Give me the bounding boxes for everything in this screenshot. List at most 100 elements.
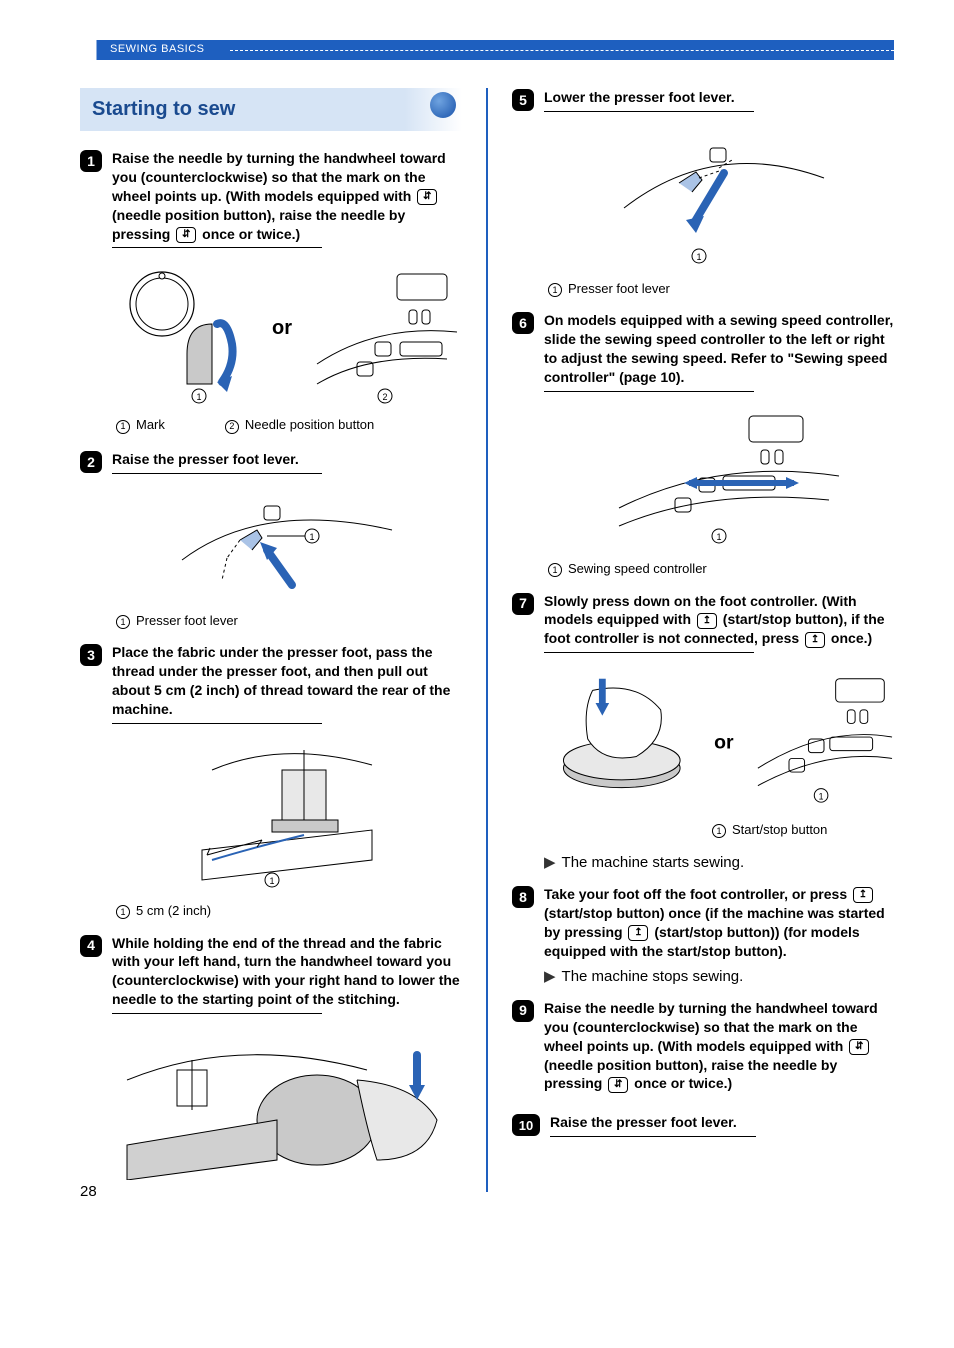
step-number-badge: 7 [512, 593, 534, 615]
needle-position-icon: ⇵ [417, 189, 437, 205]
step-body: Raise the needle by turning the handwhee… [544, 999, 894, 1093]
step-1: 1 Raise the needle by turning the handwh… [80, 149, 462, 256]
figure-step-5: 1 [544, 128, 894, 268]
step-text: Lower the presser foot lever. [544, 89, 735, 105]
manual-page: SEWING BASICS Starting to sew 1 Raise th… [0, 0, 954, 1222]
step-9: 9 Raise the needle by turning the handwh… [512, 999, 894, 1093]
step-body: On models equipped with a sewing speed c… [544, 311, 894, 400]
step-number-badge: 5 [512, 89, 534, 111]
result-arrow-icon: ▶ [544, 853, 556, 873]
step-body: Take your foot off the foot controller, … [544, 885, 894, 961]
two-column-layout: Starting to sew 1 Raise the needle by tu… [80, 88, 894, 1192]
start-stop-icon: ↥ [628, 925, 648, 941]
step-number-badge: 8 [512, 886, 534, 908]
step-text: Slowly press down on the foot controller… [544, 593, 885, 647]
result-line: ▶ The machine starts sewing. [544, 853, 894, 873]
step-divider [544, 111, 754, 112]
step-number-badge: 10 [512, 1114, 540, 1136]
step-text: Raise the presser foot lever. [112, 451, 299, 467]
svg-text:or: or [714, 732, 734, 754]
step-number-badge: 9 [512, 1000, 534, 1022]
figure-2-captions: 1Presser foot lever [116, 612, 462, 630]
step-text: Raise the needle by turning the handwhee… [544, 1000, 878, 1092]
figure-3-captions: 15 cm (2 inch) [116, 902, 462, 920]
step-6: 6 On models equipped with a sewing speed… [512, 311, 894, 400]
step-divider [112, 247, 322, 248]
figure-step-1: or 1 2 [112, 264, 462, 404]
step-body: Lower the presser foot lever. [544, 88, 894, 120]
step-text: Take your foot off the foot controller, … [544, 886, 885, 959]
header-dashed-line [230, 50, 894, 51]
figure-1-captions: 1Mark 2Needle position button [116, 416, 462, 436]
caption-line: 2Needle position button [225, 416, 374, 434]
figure-step-6: 1 [544, 408, 894, 548]
step-divider [112, 1013, 322, 1014]
step-text: Raise the presser foot lever. [550, 1114, 737, 1130]
step-divider [550, 1136, 756, 1137]
svg-text:1: 1 [269, 876, 274, 886]
figure-step-7: or 1 [544, 669, 894, 809]
header-bar: SEWING BASICS [80, 40, 894, 60]
needle-position-icon: ⇵ [849, 1039, 869, 1055]
caption-line: 15 cm (2 inch) [116, 902, 462, 920]
step-text: Raise the needle by turning the handwhee… [112, 150, 446, 242]
step-8: 8 Take your foot off the foot controller… [512, 885, 894, 961]
section-title: Starting to sew [92, 96, 450, 123]
svg-text:1: 1 [716, 532, 721, 542]
step-10: 10 Raise the presser foot lever. [512, 1113, 894, 1145]
section-title-wrap: Starting to sew [80, 88, 462, 131]
figure-step-2: 1 [112, 490, 462, 600]
svg-text:1: 1 [696, 252, 701, 262]
result-line: ▶ The machine stops sewing. [544, 967, 894, 987]
result-text: The machine starts sewing. [562, 853, 745, 873]
result-text: The machine stops sewing. [562, 967, 744, 987]
svg-text:2: 2 [382, 392, 387, 402]
step-2: 2 Raise the presser foot lever. [80, 450, 462, 482]
figure-5-captions: 1Presser foot lever [548, 280, 894, 298]
figure-7-captions: 1Start/stop button [712, 821, 894, 839]
step-body: Place the fabric under the presser foot,… [112, 643, 462, 732]
step-4: 4 While holding the end of the thread an… [80, 934, 462, 1023]
svg-text:1: 1 [196, 392, 201, 402]
result-arrow-icon: ▶ [544, 967, 556, 987]
step-7: 7 Slowly press down on the foot controll… [512, 592, 894, 662]
step-number-badge: 1 [80, 150, 102, 172]
step-3: 3 Place the fabric under the presser foo… [80, 643, 462, 732]
caption-line: 1Sewing speed controller [548, 560, 894, 578]
step-divider [544, 652, 754, 653]
svg-text:or: or [272, 317, 292, 339]
step-divider [544, 391, 754, 392]
right-column: 5 Lower the presser foot lever. 1 [512, 88, 894, 1192]
step-number-badge: 6 [512, 312, 534, 334]
step-body: Slowly press down on the foot controller… [544, 592, 894, 662]
step-text: While holding the end of the thread and … [112, 935, 460, 1008]
caption-line: 1Start/stop button [712, 821, 894, 839]
step-text: On models equipped with a sewing speed c… [544, 312, 893, 385]
step-number-badge: 3 [80, 644, 102, 666]
step-body: Raise the presser foot lever. [550, 1113, 894, 1145]
start-stop-icon: ↥ [853, 887, 873, 903]
page-number: 28 [80, 1182, 97, 1202]
left-column: Starting to sew 1 Raise the needle by tu… [80, 88, 462, 1192]
caption-line: 1Presser foot lever [548, 280, 894, 298]
step-divider [112, 723, 322, 724]
step-body: Raise the presser foot lever. [112, 450, 462, 482]
step-divider [112, 473, 322, 474]
needle-position-icon: ⇵ [176, 227, 196, 243]
svg-text:1: 1 [309, 532, 314, 542]
step-body: Raise the needle by turning the handwhee… [112, 149, 462, 256]
figure-step-3: 1 [112, 740, 462, 890]
column-divider [486, 88, 488, 1192]
step-number-badge: 4 [80, 935, 102, 957]
step-text: Place the fabric under the presser foot,… [112, 644, 450, 717]
step-number-badge: 2 [80, 451, 102, 473]
svg-text:1: 1 [819, 791, 824, 801]
step-5: 5 Lower the presser foot lever. [512, 88, 894, 120]
caption-line: 1Mark [116, 416, 165, 434]
start-stop-icon: ↥ [697, 613, 717, 629]
start-stop-icon: ↥ [805, 632, 825, 648]
header-section-label: SEWING BASICS [110, 42, 205, 57]
step-body: While holding the end of the thread and … [112, 934, 462, 1023]
needle-position-icon: ⇵ [608, 1077, 628, 1093]
caption-line: 1Presser foot lever [116, 612, 462, 630]
